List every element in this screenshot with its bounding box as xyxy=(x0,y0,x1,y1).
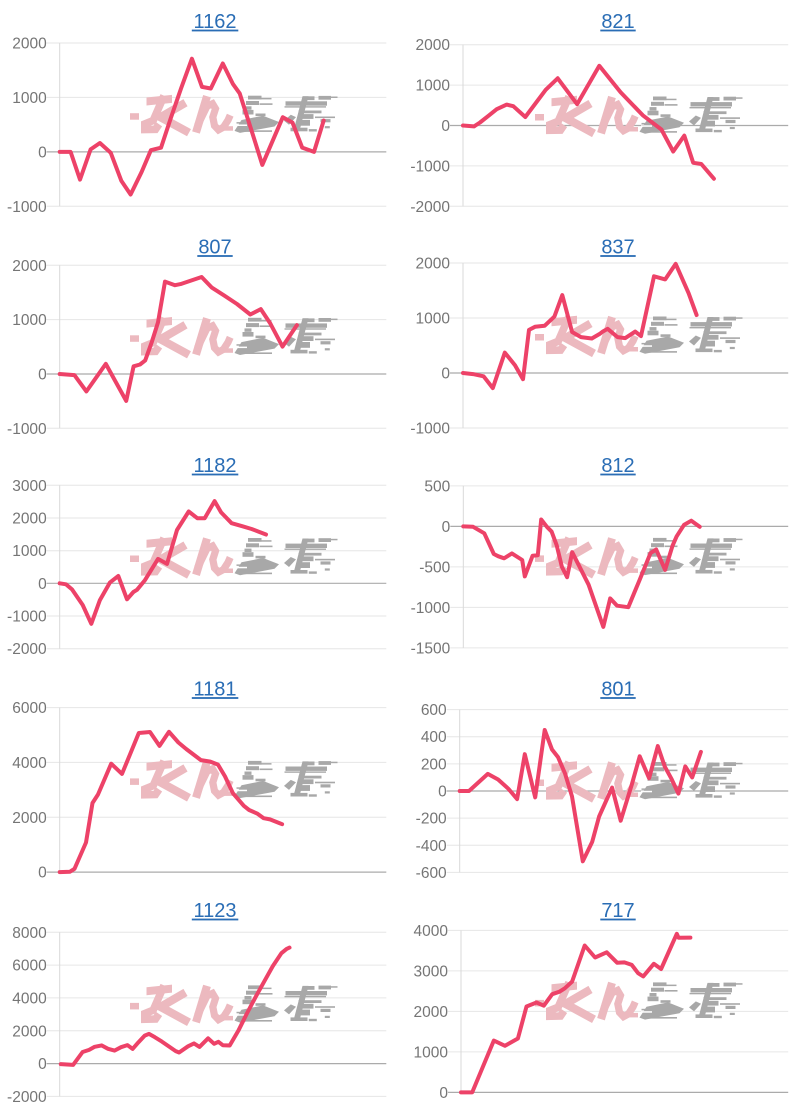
svg-text:2000: 2000 xyxy=(12,258,47,275)
svg-text:-1000: -1000 xyxy=(7,199,47,216)
svg-text:1162: 1162 xyxy=(193,11,236,33)
svg-text:-2000: -2000 xyxy=(7,1089,47,1106)
svg-text:-1500: -1500 xyxy=(411,640,451,657)
svg-text:6000: 6000 xyxy=(12,958,47,975)
svg-text:-200: -200 xyxy=(416,811,447,828)
svg-text:1000: 1000 xyxy=(12,543,47,560)
svg-text:-600: -600 xyxy=(416,865,447,882)
svg-text:0: 0 xyxy=(438,784,447,801)
svg-text:1000: 1000 xyxy=(416,311,451,328)
svg-text:1182: 1182 xyxy=(193,455,236,477)
svg-text:812: 812 xyxy=(601,455,634,477)
svg-text:2000: 2000 xyxy=(416,256,451,273)
svg-text:0: 0 xyxy=(441,366,450,383)
svg-text:0: 0 xyxy=(441,118,450,135)
svg-text:3000: 3000 xyxy=(12,478,47,495)
svg-text:-1000: -1000 xyxy=(7,421,47,438)
svg-text:1000: 1000 xyxy=(414,1044,449,1061)
svg-text:717: 717 xyxy=(601,900,634,922)
svg-text:1123: 1123 xyxy=(193,900,236,922)
svg-text:0: 0 xyxy=(439,1085,448,1102)
svg-text:-2000: -2000 xyxy=(410,199,450,216)
svg-text:4000: 4000 xyxy=(12,755,47,772)
svg-text:400: 400 xyxy=(421,729,447,746)
svg-text:-2000: -2000 xyxy=(7,641,47,658)
svg-text:-1000: -1000 xyxy=(7,609,47,626)
svg-text:801: 801 xyxy=(601,679,634,701)
svg-text:1000: 1000 xyxy=(12,90,47,107)
svg-text:4000: 4000 xyxy=(12,990,47,1007)
svg-text:-1000: -1000 xyxy=(411,600,451,617)
svg-text:0: 0 xyxy=(38,576,47,593)
svg-text:0: 0 xyxy=(38,367,47,384)
svg-text:0: 0 xyxy=(38,865,47,882)
svg-text:500: 500 xyxy=(424,478,450,495)
svg-text:2000: 2000 xyxy=(416,37,451,54)
svg-text:837: 837 xyxy=(601,237,634,259)
svg-text:-400: -400 xyxy=(416,838,447,855)
svg-text:0: 0 xyxy=(38,144,47,161)
svg-text:2000: 2000 xyxy=(12,511,47,528)
svg-text:0: 0 xyxy=(38,1056,47,1073)
svg-text:2000: 2000 xyxy=(12,1023,47,1040)
svg-text:2000: 2000 xyxy=(12,36,47,53)
svg-text:4000: 4000 xyxy=(414,923,449,940)
svg-text:1000: 1000 xyxy=(416,78,451,95)
svg-text:6000: 6000 xyxy=(12,700,47,717)
svg-text:1000: 1000 xyxy=(12,312,47,329)
svg-text:0: 0 xyxy=(442,519,451,536)
svg-text:821: 821 xyxy=(601,11,634,33)
svg-text:200: 200 xyxy=(421,756,447,773)
svg-text:1181: 1181 xyxy=(193,679,236,701)
svg-text:2000: 2000 xyxy=(414,1004,449,1021)
svg-text:8000: 8000 xyxy=(12,925,47,942)
svg-text:-500: -500 xyxy=(419,559,450,576)
svg-text:-1000: -1000 xyxy=(410,421,450,438)
svg-text:2000: 2000 xyxy=(12,810,47,827)
svg-text:3000: 3000 xyxy=(414,963,449,980)
svg-text:-1000: -1000 xyxy=(410,158,450,175)
svg-text:600: 600 xyxy=(421,702,447,719)
svg-text:807: 807 xyxy=(198,237,231,259)
